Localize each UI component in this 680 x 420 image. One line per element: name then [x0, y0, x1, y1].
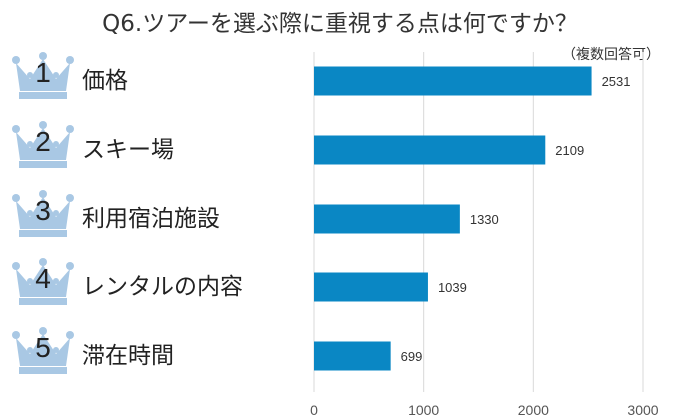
crown-icon — [10, 257, 76, 309]
data-label: 2109 — [555, 143, 584, 158]
category-label: 価格 — [82, 68, 128, 94]
data-label: 1039 — [438, 280, 467, 295]
multiple-answers-note: （複数回答可） — [562, 47, 660, 63]
crown-icon — [10, 189, 76, 241]
data-label: 699 — [401, 349, 423, 364]
bar — [314, 341, 391, 371]
rank-number: 5 — [35, 332, 51, 363]
bar — [314, 135, 546, 165]
bar — [314, 272, 428, 302]
category-label: スキー場 — [82, 137, 174, 163]
category-row: 1 価格 — [10, 51, 300, 107]
crown-icon — [10, 51, 76, 103]
category-row: 5 滞在時間 — [10, 326, 300, 382]
x-tick-label: 3000 — [627, 402, 658, 418]
category-label: 滞在時間 — [82, 343, 174, 369]
x-tick-label: 0 — [310, 402, 318, 418]
rank-number: 3 — [35, 195, 51, 226]
crown-icon — [10, 120, 76, 172]
bar — [314, 66, 592, 96]
chart-title: Q6.ツアーを選ぶ際に重視する点は何ですか？ — [102, 11, 578, 37]
category-label: 利用宿泊施設 — [82, 206, 220, 232]
category-row: 2 スキー場 — [10, 120, 300, 176]
category-row: 4 レンタルの内容 — [10, 257, 300, 313]
category-row: 3 利用宿泊施設 — [10, 189, 300, 245]
data-label: 1330 — [470, 212, 499, 227]
x-tick-label: 1000 — [408, 402, 439, 418]
rank-number: 1 — [35, 57, 51, 88]
rank-number: 4 — [35, 263, 51, 294]
category-label: レンタルの内容 — [82, 274, 243, 300]
crown-icon — [10, 326, 76, 378]
data-label: 2531 — [602, 74, 631, 89]
rank-number: 2 — [35, 126, 51, 157]
x-tick-label: 2000 — [518, 402, 549, 418]
bar — [314, 204, 460, 234]
